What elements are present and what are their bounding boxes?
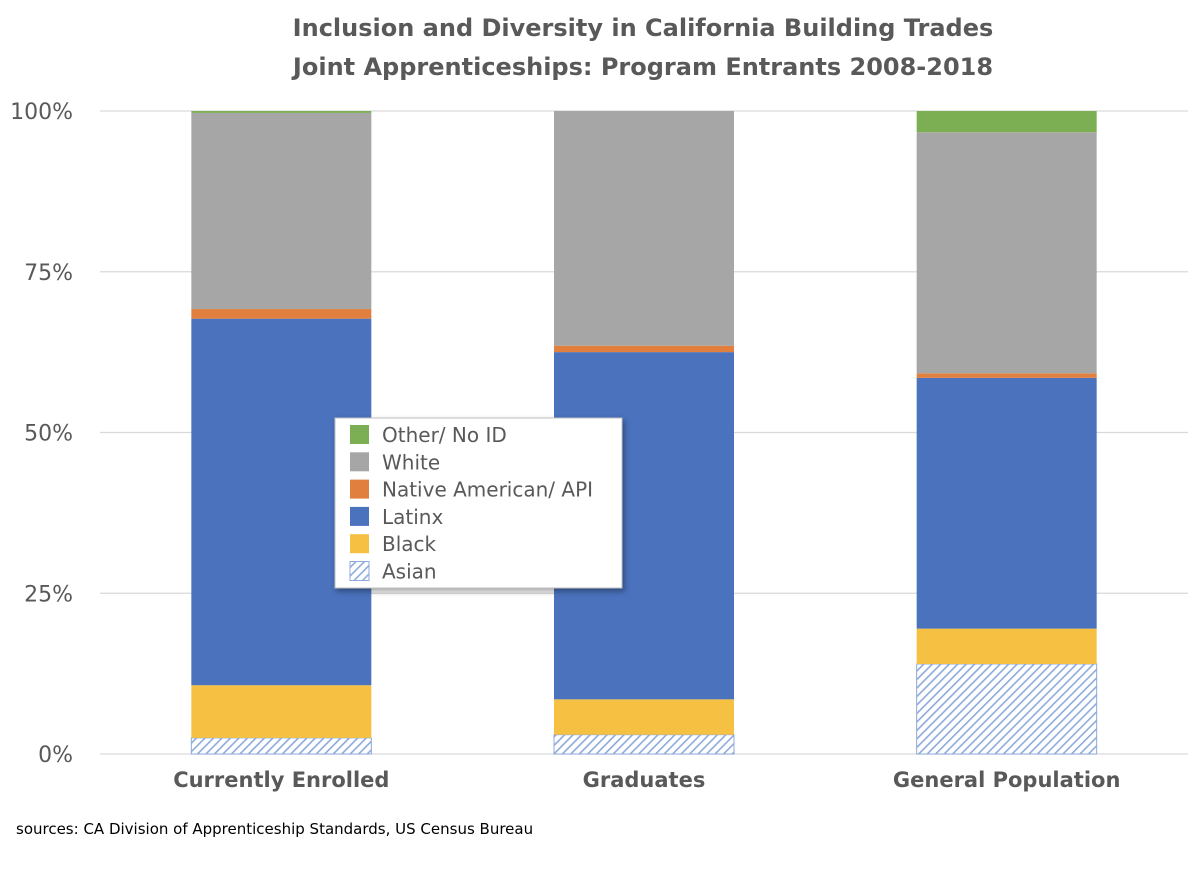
x-category-label: Graduates (583, 768, 706, 792)
x-axis-category-labels: Currently Enrolled Graduates General Popul… (173, 768, 1120, 792)
bar-segment-black (554, 699, 734, 735)
y-axis-tick-labels: 0% 25% 50% 75% 100% (10, 100, 73, 768)
legend-swatch (350, 452, 369, 472)
bar-segment-black (191, 685, 372, 738)
legend-label: Other/ No ID (382, 423, 507, 447)
legend-swatch (350, 534, 369, 554)
bar-segment-other-no-id (916, 111, 1097, 133)
legend-label: Black (382, 532, 437, 556)
bar-segment-black (916, 628, 1097, 664)
bar-segment-asian (553, 734, 735, 755)
bar-segment-white (554, 111, 734, 346)
bar-segment-white (916, 132, 1097, 374)
legend-swatch (350, 425, 369, 444)
legend-label: Native American/ API (382, 478, 593, 502)
legend-box (334, 417, 623, 589)
legend-label: White (382, 450, 440, 474)
bar-segment-asian (916, 663, 1098, 755)
bar-segment-latinx (916, 377, 1097, 629)
bar-segment-native-american-api (554, 345, 734, 353)
y-tick-label: 100% (10, 100, 73, 125)
legend-swatch (350, 479, 369, 499)
bar-segment-asian (190, 737, 372, 755)
bar-segment-native-american-api (191, 309, 372, 319)
x-category-label: Currently Enrolled (173, 768, 389, 792)
chart-title-line-1: Inclusion and Diversity in California Bu… (293, 14, 994, 42)
bar-segment-native-american-api (916, 373, 1097, 378)
legend: Other/ No ID White Native American/ API Lat… (334, 417, 623, 589)
bar-stacks (190, 111, 1098, 755)
y-tick-label: 0% (38, 743, 73, 768)
y-tick-label: 25% (24, 582, 73, 607)
y-tick-label: 50% (24, 422, 73, 447)
legend-label: Asian (382, 560, 437, 584)
chart-title-line-2: Joint Apprenticeships: Program Entrants … (291, 53, 993, 81)
bar-segment-white (191, 112, 372, 310)
legend-label: Latinx (382, 505, 443, 529)
source-note: sources: CA Division of Apprenticeship S… (16, 820, 533, 838)
legend-swatch (349, 561, 370, 581)
x-category-label: General Population (893, 768, 1121, 792)
bar-segment-other-no-id (191, 111, 372, 113)
legend-swatch (350, 506, 369, 526)
y-tick-label: 75% (24, 261, 73, 286)
